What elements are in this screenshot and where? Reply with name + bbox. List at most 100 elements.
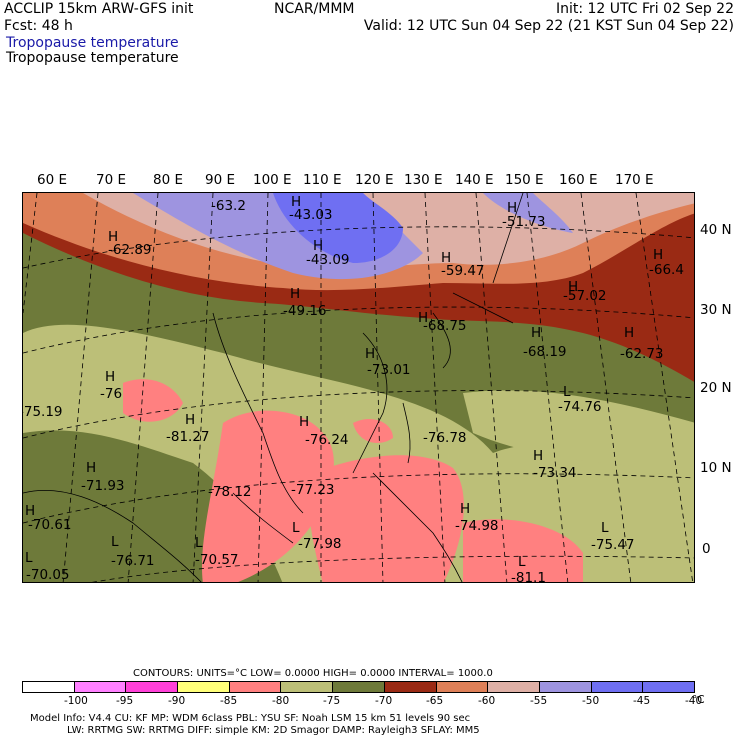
value-label: -43.03: [289, 207, 333, 223]
high-marker: H: [108, 229, 119, 245]
field-title-contour: Tropopause temperature: [6, 50, 179, 66]
value-label: -66.4: [649, 262, 684, 278]
color-swatch: [126, 682, 179, 692]
low-marker: L: [292, 520, 300, 536]
color-tick: -70: [375, 695, 393, 707]
value-label: -68.75: [423, 318, 467, 334]
color-swatch: [74, 682, 127, 692]
valid-time: Valid: 12 UTC Sun 04 Sep 22 (21 KST Sun …: [363, 18, 734, 34]
contours-info: CONTOURS: UNITS=°C LOW= 0.0000 HIGH= 0.0…: [133, 668, 493, 679]
color-tick: -95: [116, 695, 134, 707]
color-tick: -65: [426, 695, 444, 707]
value-label: -74.98: [455, 518, 499, 534]
value-label: -70.61: [28, 517, 72, 533]
color-swatch: [178, 682, 230, 692]
value-label: -49.16: [283, 303, 327, 319]
color-tick: -90: [168, 695, 186, 707]
high-marker: H: [313, 238, 324, 254]
lat-label: 0: [702, 541, 711, 557]
color-swatch: [23, 682, 75, 692]
color-tick: -45: [633, 695, 651, 707]
lon-label: 110 E: [303, 172, 342, 188]
lon-label: 130 E: [404, 172, 443, 188]
color-swatch: [643, 682, 694, 692]
high-marker: H: [568, 279, 579, 295]
value-label: -73.01: [367, 362, 411, 378]
value-label: -43.09: [306, 252, 350, 268]
value-label: -51.73: [502, 214, 546, 230]
color-swatch: [384, 682, 437, 692]
value-label: -75.19: [22, 404, 63, 420]
value-label: -76: [100, 386, 123, 402]
color-tick: -100: [64, 695, 88, 707]
color-tick: -85: [220, 695, 238, 707]
value-label: -77.23: [291, 482, 335, 498]
high-marker: H: [441, 250, 452, 266]
high-marker: H: [291, 194, 302, 210]
high-marker: H: [653, 247, 664, 263]
value-label: -77.98: [298, 536, 342, 552]
value-label: -68.19: [523, 344, 567, 360]
model-title: ACCLIP 15km ARW-GFS init: [4, 1, 194, 17]
color-swatch: [229, 682, 282, 692]
lat-label: 40 N: [700, 222, 732, 238]
color-swatch: [436, 682, 489, 692]
high-marker: H: [25, 503, 36, 519]
value-label: -81.1: [511, 570, 546, 583]
value-label: -76.71: [111, 553, 155, 569]
init-time: Init: 12 UTC Fri 02 Sep 22: [555, 1, 734, 17]
high-marker: H: [460, 501, 471, 517]
high-marker: H: [533, 448, 544, 464]
color-swatch: [591, 682, 644, 692]
field-title-shaded: Tropopause temperature: [6, 35, 179, 51]
value-label: -62.73: [620, 346, 664, 362]
color-tick-unit: °C: [692, 694, 705, 706]
low-marker: L: [111, 534, 119, 550]
color-tick: -80: [272, 695, 290, 707]
color-swatch: [281, 682, 334, 692]
model-info-line1: Model Info: V4.4 CU: KF MP: WDM 6class P…: [30, 713, 471, 724]
high-marker: H: [86, 460, 97, 476]
color-tick: -40: [685, 695, 703, 707]
high-marker: H: [105, 369, 116, 385]
high-marker: H: [507, 200, 518, 216]
color-tick: -55: [530, 695, 548, 707]
value-label: -70.57: [195, 552, 239, 568]
lat-label: 20 N: [700, 380, 732, 396]
value-label: -71.93: [81, 478, 125, 494]
value-label: -74.76: [558, 399, 602, 415]
lon-label: 100 E: [253, 172, 292, 188]
color-swatch: [488, 682, 540, 692]
high-marker: H: [290, 286, 301, 302]
color-bar: [22, 681, 695, 693]
lon-label: 170 E: [615, 172, 654, 188]
lon-label: 150 E: [505, 172, 544, 188]
value-label: -76.24: [305, 432, 349, 448]
low-marker: L: [195, 535, 203, 551]
lon-label: 160 E: [559, 172, 598, 188]
value-label: -73.34: [533, 465, 577, 481]
value-label: -59.47: [441, 263, 485, 279]
low-marker: L: [518, 554, 526, 570]
lon-label: 120 E: [355, 172, 394, 188]
value-label: -78.12: [208, 484, 252, 500]
high-marker: H: [299, 414, 310, 430]
temperature-field: [23, 193, 694, 582]
lon-label: 140 E: [455, 172, 494, 188]
value-label: -75.47: [591, 537, 635, 553]
high-marker: H: [624, 325, 635, 341]
value-label: -62.89: [108, 242, 152, 258]
value-label: -63.2: [211, 198, 246, 214]
forecast-hour: Fcst: 48 h: [4, 18, 73, 34]
low-marker: L: [563, 384, 571, 400]
lon-label: 90 E: [205, 172, 235, 188]
value-label: -81.27: [166, 429, 210, 445]
lat-label: 30 N: [700, 302, 732, 318]
lon-label: 70 E: [96, 172, 126, 188]
high-marker: H: [365, 346, 376, 362]
color-tick: -60: [478, 695, 496, 707]
lon-label: 60 E: [37, 172, 67, 188]
high-marker: H: [418, 310, 429, 326]
color-swatch: [539, 682, 592, 692]
high-marker: H: [185, 412, 196, 428]
